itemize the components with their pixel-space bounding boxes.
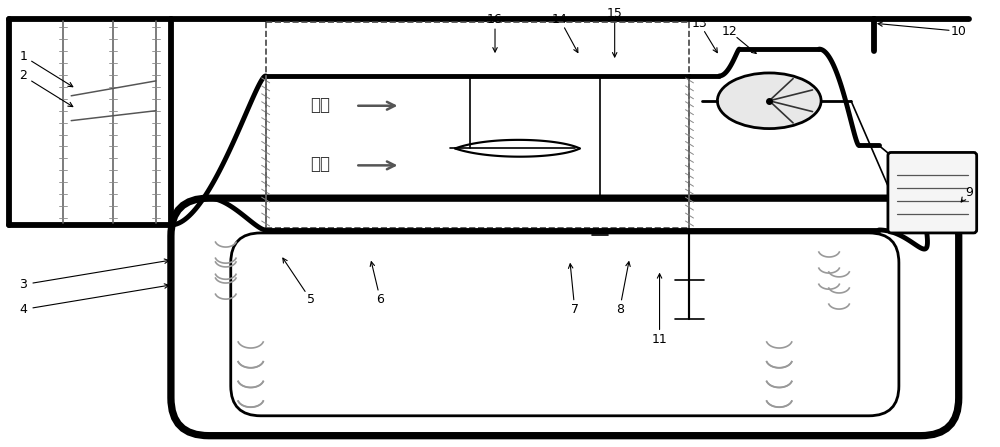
Text: 9: 9 (965, 186, 973, 199)
Text: 7: 7 (571, 303, 579, 316)
Text: 5: 5 (307, 293, 315, 306)
Text: 11: 11 (652, 333, 667, 346)
Text: 3: 3 (19, 278, 27, 291)
Text: 10: 10 (951, 25, 967, 38)
Text: 6: 6 (376, 293, 384, 306)
Text: 2: 2 (19, 69, 27, 82)
FancyBboxPatch shape (888, 152, 977, 233)
Text: 12: 12 (721, 25, 737, 38)
Text: 气体: 气体 (311, 96, 331, 114)
Text: 液体: 液体 (311, 156, 331, 173)
Text: 4: 4 (19, 303, 27, 316)
Text: 8: 8 (616, 303, 624, 316)
Ellipse shape (717, 73, 821, 129)
Text: 1: 1 (19, 50, 27, 63)
Text: 16: 16 (487, 13, 503, 26)
Text: 14: 14 (552, 13, 568, 26)
Text: 13: 13 (692, 17, 707, 30)
Text: 15: 15 (607, 7, 623, 20)
